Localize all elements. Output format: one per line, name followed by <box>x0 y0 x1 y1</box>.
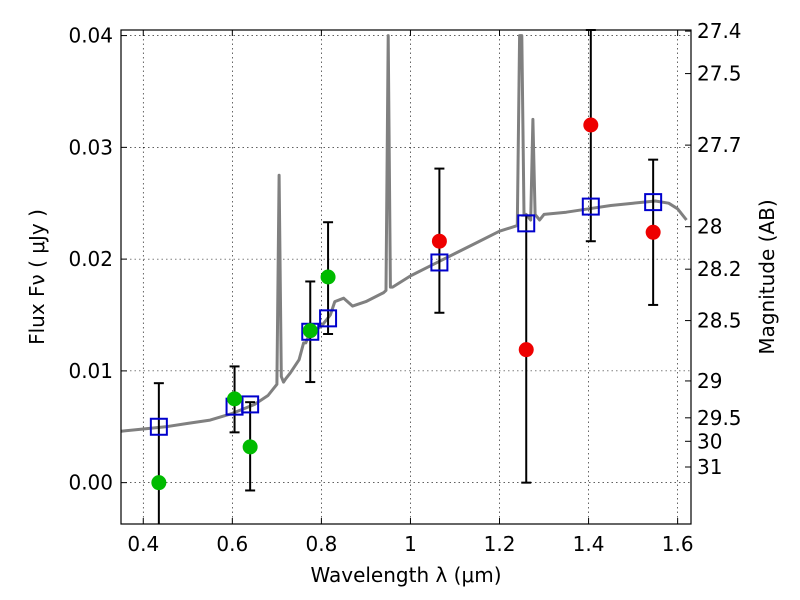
y-tick-label: 0.03 <box>68 135 113 159</box>
x-axis-title: Wavelength λ (μm) <box>310 563 501 587</box>
right-tick-label: 27.4 <box>697 19 742 43</box>
right-tick-label: 27.7 <box>697 133 742 157</box>
right-tick-label: 28 <box>697 215 722 239</box>
y-axis-ticks: 0.00 0.01 0.02 0.03 0.04 <box>68 24 127 495</box>
red-marker <box>645 224 661 240</box>
x-tick-label: 0.4 <box>127 532 159 556</box>
right-tick-label: 27.5 <box>697 62 742 86</box>
box-marker <box>581 197 600 216</box>
right-tick-label: 28.2 <box>697 257 742 281</box>
grid-lines <box>121 30 691 524</box>
green-marker <box>302 323 318 339</box>
box-marker <box>644 193 663 212</box>
box-marker <box>430 253 449 272</box>
x-tick-label: 1.4 <box>573 532 605 556</box>
model-spectrum <box>120 34 688 433</box>
x-tick-label: 0.8 <box>305 532 337 556</box>
red-marker <box>431 233 447 249</box>
y-tick-label: 0.02 <box>68 247 113 271</box>
green-marker <box>320 269 336 285</box>
box-marker <box>319 309 338 328</box>
x-tick-label: 1 <box>404 532 417 556</box>
green-markers <box>151 269 336 491</box>
right-tick-label: 31 <box>697 455 722 479</box>
x-axis-ticks: 0.4 0.6 0.8 1 1.2 1.4 1.6 <box>127 30 694 556</box>
box-marker <box>149 417 168 436</box>
right-tick-label: 29.5 <box>697 406 742 430</box>
green-marker <box>242 439 258 455</box>
green-marker <box>151 475 167 491</box>
y-tick-label: 0.00 <box>68 471 113 495</box>
plot-frame <box>120 29 692 525</box>
x-tick-label: 1.6 <box>662 532 694 556</box>
y-axis-title: Flux Fν ( μJy ) <box>25 209 49 345</box>
green-marker <box>227 391 243 407</box>
red-marker <box>518 342 534 358</box>
y-tick-label: 0.04 <box>68 24 113 48</box>
right-tick-label: 28.5 <box>697 309 742 333</box>
x-tick-label: 1.2 <box>484 532 516 556</box>
right-tick-label: 29 <box>697 369 722 393</box>
box-marker <box>241 395 260 414</box>
red-markers <box>431 117 661 358</box>
model-spectrum-line <box>120 34 688 433</box>
right-tick-label: 30 <box>697 429 722 453</box>
box-marker <box>517 214 536 233</box>
x-tick-label: 0.6 <box>216 532 248 556</box>
red-marker <box>583 117 599 133</box>
right-axis-title: Magnitude (AB) <box>755 199 779 354</box>
y-tick-label: 0.01 <box>68 359 113 383</box>
